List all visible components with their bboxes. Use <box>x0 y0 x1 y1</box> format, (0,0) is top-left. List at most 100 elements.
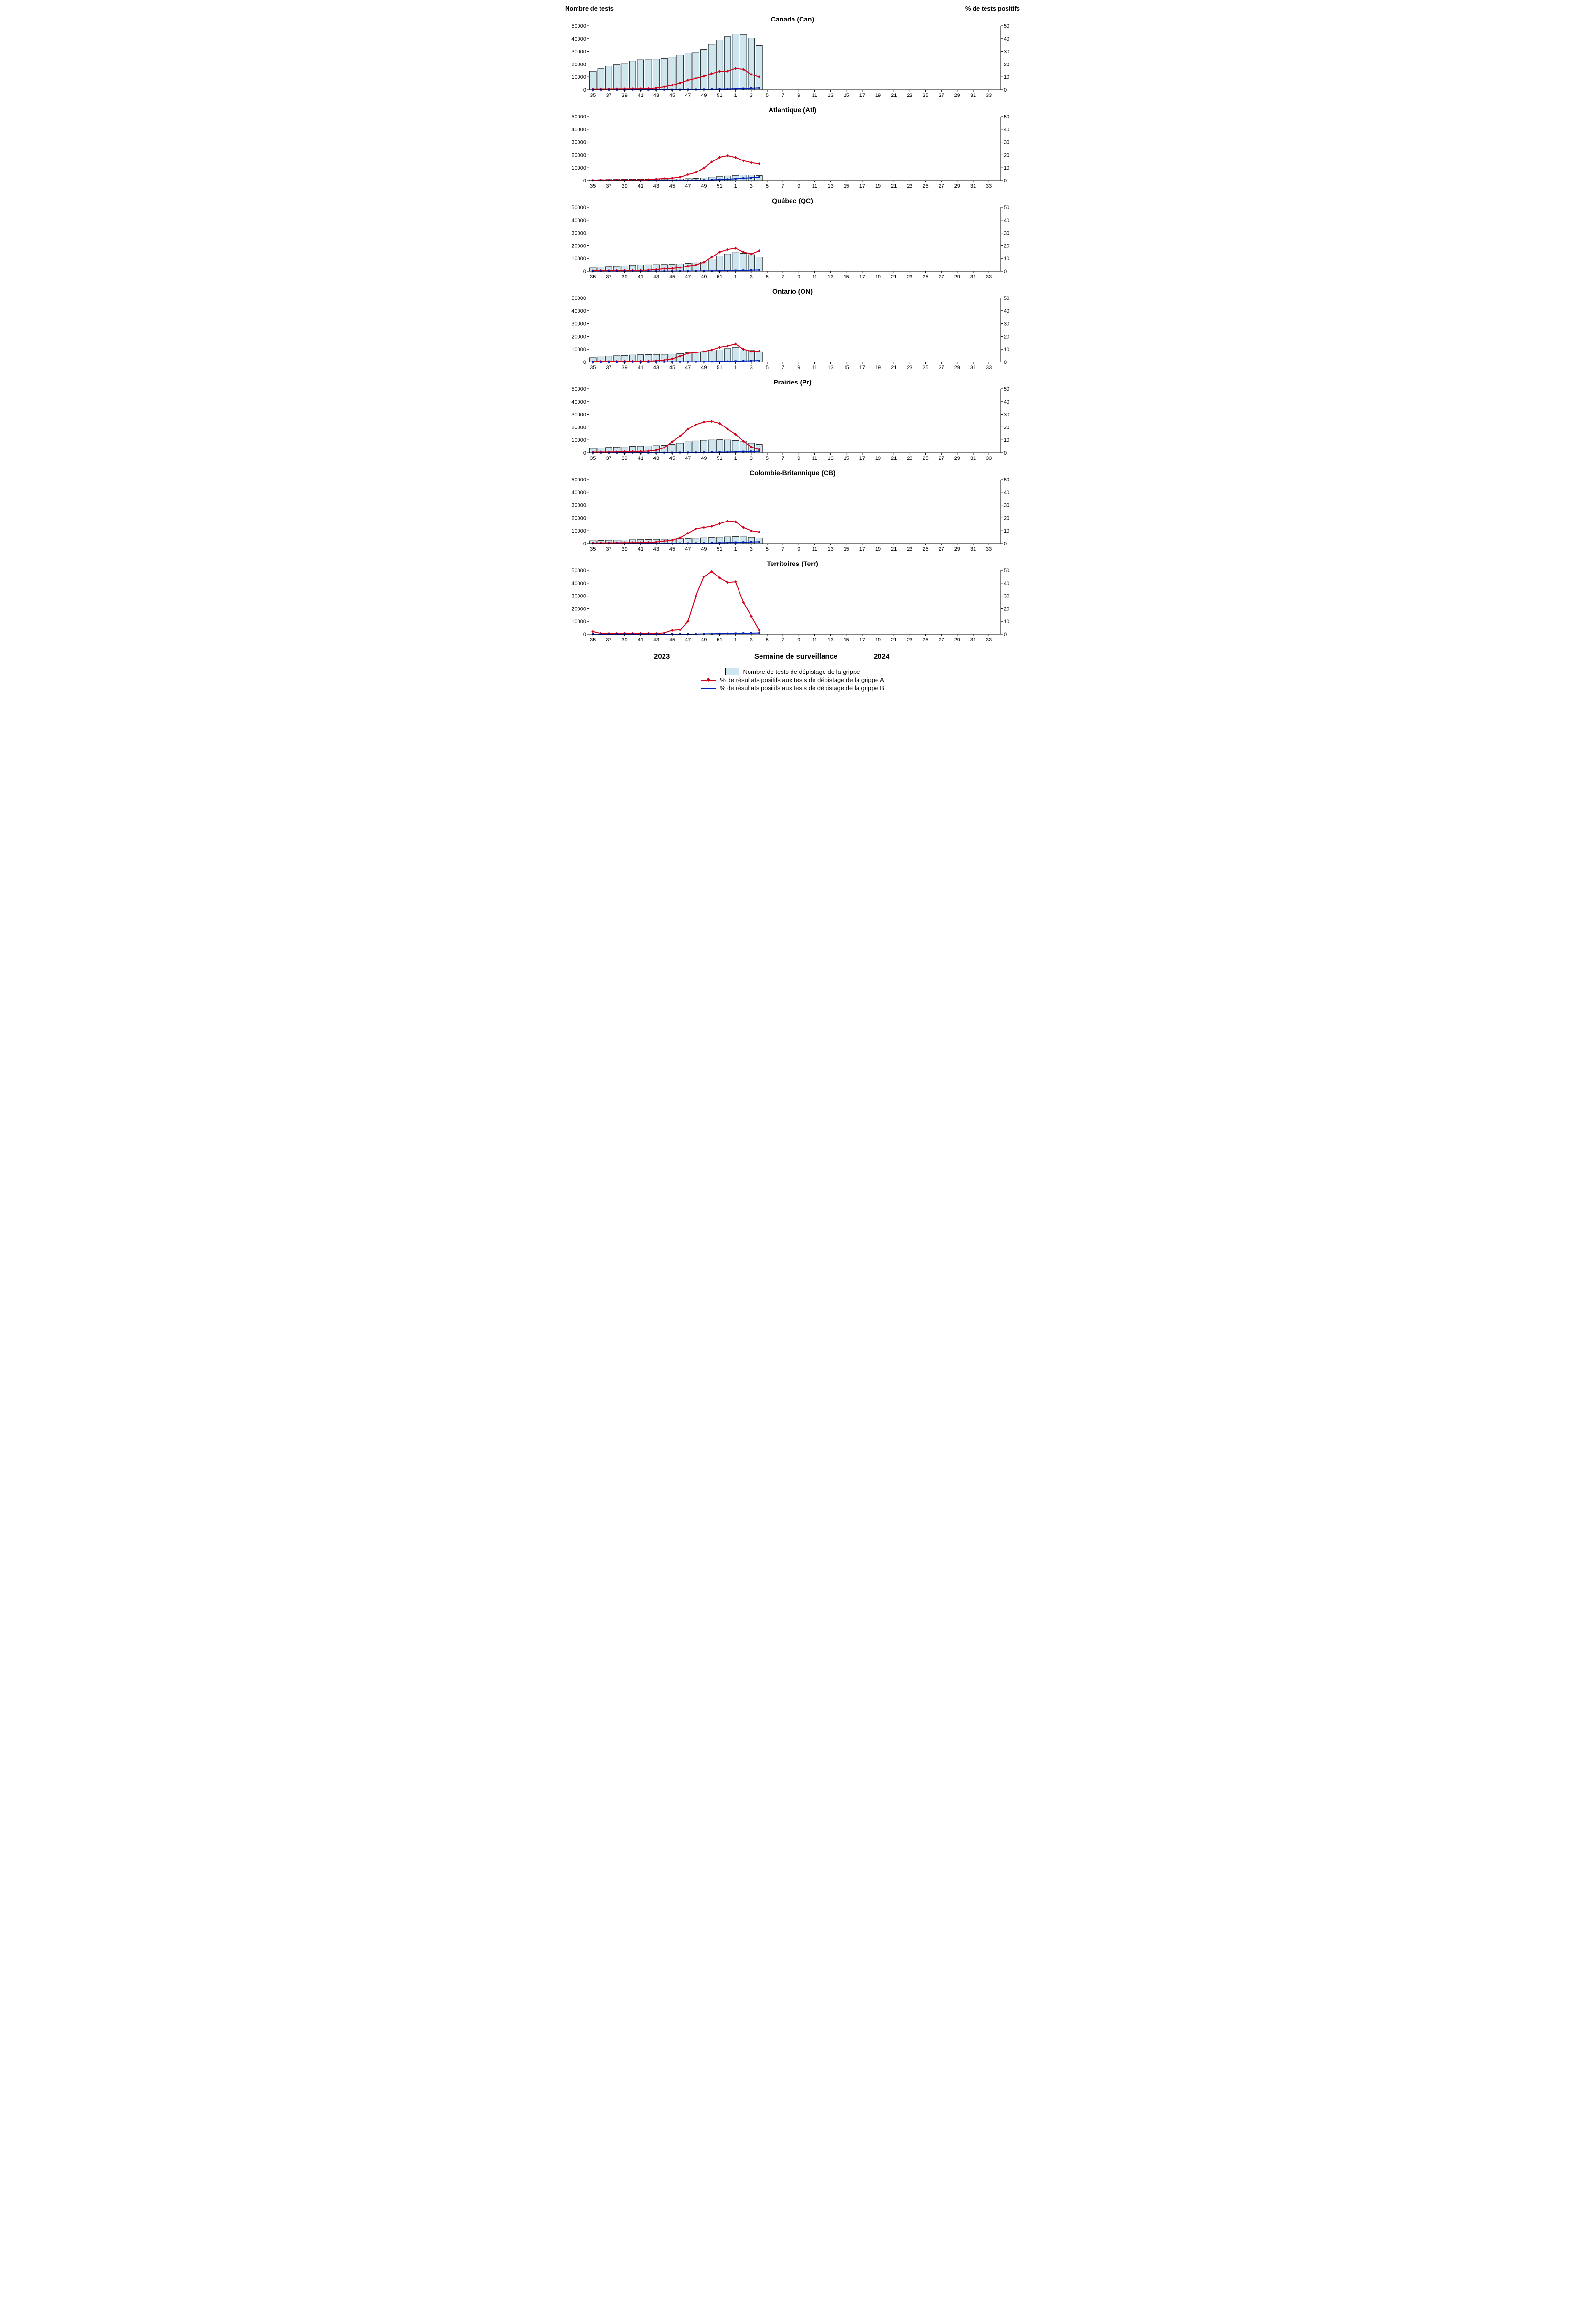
svg-text:43: 43 <box>653 365 659 371</box>
svg-text:5: 5 <box>766 93 769 98</box>
panel-title: Ontario (ON) <box>563 288 1022 295</box>
svg-text:11: 11 <box>812 183 817 189</box>
svg-text:30: 30 <box>1004 321 1009 327</box>
svg-text:47: 47 <box>685 456 691 461</box>
svg-text:47: 47 <box>685 274 691 280</box>
svg-text:13: 13 <box>827 546 833 552</box>
svg-text:10: 10 <box>1004 437 1009 443</box>
panel: Atlantique (Atl)010000200003000040000500… <box>563 104 1022 192</box>
svg-text:51: 51 <box>717 274 722 280</box>
svg-text:37: 37 <box>606 637 611 643</box>
svg-text:17: 17 <box>859 93 865 98</box>
svg-text:20: 20 <box>1004 152 1009 158</box>
panel-chart: 0100002000030000400005000001020304050353… <box>563 565 1022 646</box>
svg-text:41: 41 <box>638 93 643 98</box>
svg-text:33: 33 <box>986 456 992 461</box>
svg-text:41: 41 <box>638 183 643 189</box>
svg-text:0: 0 <box>583 269 586 275</box>
svg-text:20000: 20000 <box>571 152 586 158</box>
svg-text:11: 11 <box>812 456 817 461</box>
panel: Colombie-Britannique (CB)010000200003000… <box>563 467 1022 555</box>
svg-text:25: 25 <box>922 637 928 643</box>
year-left: 2023 <box>654 652 670 661</box>
svg-text:30: 30 <box>1004 49 1009 55</box>
panels-container: Canada (Can) 0 10000 20000 30000 40000 50000 0 1… <box>563 13 1022 646</box>
svg-text:50000: 50000 <box>571 568 586 574</box>
svg-text:13: 13 <box>827 637 833 643</box>
y-right-title: % de tests positifs <box>965 5 1020 12</box>
svg-text:43: 43 <box>653 456 659 461</box>
svg-text:17: 17 <box>859 365 865 371</box>
svg-text:40000: 40000 <box>571 127 586 133</box>
svg-text:9: 9 <box>797 93 800 98</box>
svg-text:51: 51 <box>717 183 722 189</box>
svg-text:45: 45 <box>669 546 675 552</box>
svg-text:27: 27 <box>939 274 944 280</box>
svg-text:7: 7 <box>782 637 784 643</box>
svg-text:39: 39 <box>621 546 627 552</box>
svg-text:33: 33 <box>986 183 992 189</box>
svg-text:3: 3 <box>750 93 753 98</box>
svg-text:3: 3 <box>750 274 753 280</box>
svg-text:27: 27 <box>939 456 944 461</box>
svg-text:0: 0 <box>583 450 586 456</box>
svg-text:35: 35 <box>590 365 596 371</box>
svg-text:31: 31 <box>970 456 976 461</box>
svg-text:10000: 10000 <box>571 437 586 443</box>
svg-text:51: 51 <box>717 637 722 643</box>
svg-text:30000: 30000 <box>571 594 586 599</box>
svg-text:7: 7 <box>782 93 784 98</box>
svg-text:27: 27 <box>939 93 944 98</box>
svg-text:47: 47 <box>685 637 691 643</box>
svg-text:20000: 20000 <box>571 515 586 521</box>
svg-text:29: 29 <box>954 274 960 280</box>
svg-text:7: 7 <box>782 183 784 189</box>
svg-text:17: 17 <box>859 183 865 189</box>
svg-text:33: 33 <box>986 365 992 371</box>
svg-text:50: 50 <box>1004 477 1009 483</box>
svg-text:50000: 50000 <box>571 23 586 29</box>
svg-text:19: 19 <box>875 637 881 643</box>
svg-text:40: 40 <box>1004 581 1009 586</box>
svg-text:31: 31 <box>970 274 976 280</box>
svg-text:3: 3 <box>750 546 753 552</box>
svg-text:19: 19 <box>875 546 881 552</box>
axis-title: Semaine de surveillance <box>754 652 837 661</box>
svg-text:21: 21 <box>891 546 897 552</box>
svg-text:50: 50 <box>1004 23 1009 29</box>
svg-text:21: 21 <box>891 456 897 461</box>
svg-text:23: 23 <box>907 637 912 643</box>
svg-text:41: 41 <box>638 546 643 552</box>
svg-text:19: 19 <box>875 183 881 189</box>
panel-title: Canada (Can) <box>563 15 1022 23</box>
svg-text:11: 11 <box>812 93 817 98</box>
svg-text:37: 37 <box>606 456 611 461</box>
svg-text:23: 23 <box>907 93 912 98</box>
year-right: 2024 <box>874 652 889 661</box>
svg-text:7: 7 <box>782 274 784 280</box>
svg-text:43: 43 <box>653 546 659 552</box>
svg-text:10000: 10000 <box>571 528 586 534</box>
svg-text:1: 1 <box>734 274 737 280</box>
svg-text:31: 31 <box>970 637 976 643</box>
svg-text:10: 10 <box>1004 528 1009 534</box>
svg-text:51: 51 <box>717 456 722 461</box>
figure: Nombre de tests % de tests positifs Cana… <box>563 5 1022 692</box>
svg-text:40000: 40000 <box>571 309 586 314</box>
svg-text:20: 20 <box>1004 62 1009 67</box>
svg-text:5: 5 <box>766 183 769 189</box>
svg-text:13: 13 <box>827 274 833 280</box>
svg-text:20: 20 <box>1004 606 1009 612</box>
svg-text:25: 25 <box>922 546 928 552</box>
svg-text:30000: 30000 <box>571 231 586 236</box>
svg-text:15: 15 <box>844 274 849 280</box>
svg-text:3: 3 <box>750 637 753 643</box>
svg-text:39: 39 <box>621 637 627 643</box>
svg-text:0: 0 <box>1004 269 1007 275</box>
svg-text:17: 17 <box>859 546 865 552</box>
svg-text:39: 39 <box>621 274 627 280</box>
svg-text:5: 5 <box>766 456 769 461</box>
svg-text:0: 0 <box>1004 360 1007 365</box>
svg-text:37: 37 <box>606 93 611 98</box>
svg-text:43: 43 <box>653 183 659 189</box>
